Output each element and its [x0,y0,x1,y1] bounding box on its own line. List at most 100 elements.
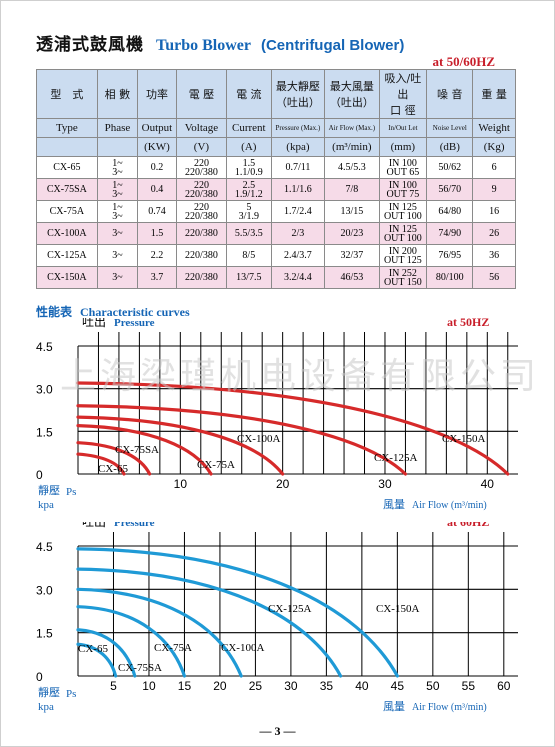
header-cn-9: 重 量 [472,69,516,119]
curve-label: CX-100A [221,642,264,654]
header-en-2: Output [137,118,177,138]
table-row: CX-150A 3~ 3.7 220/380 13/7.5 3.2/4.4 46/53 IN … [36,266,516,289]
curve-cx-125a [76,567,343,678]
x-tick-label: 60 [497,679,511,693]
header-en-4: Current [226,118,272,138]
cell-airflow: 7/8 [324,178,380,201]
header-unit-6: (m³/min) [324,137,380,157]
x-tick-label: 20 [276,477,290,491]
x-tick-label: 25 [249,679,263,693]
header-en-7: In/Out Let [378,118,428,138]
x-tick-label: 10 [174,477,188,491]
cell-airflow: 4.5/5.3 [324,156,380,179]
header-cn-3: 電 壓 [175,69,228,119]
curve-label: CX-65 [78,643,108,655]
x-tick-label: 40 [355,679,369,693]
pressure-label-cn: 吐出 [82,318,106,329]
cell-voltage: 220/380 [175,266,228,289]
header-en-9: Weight [472,118,516,138]
curve-cx-75a [76,424,213,476]
cell-current: 5 3/1.9 [226,200,272,223]
curve-label: CX-150A [376,603,419,615]
cell-phase: 3~ [96,222,139,245]
cell-phase: 1~ 3~ [96,156,139,179]
section-title-en: Characteristic curves [80,305,190,319]
cell-type: CX-100A [36,222,98,245]
cell-pressure: 2/3 [270,222,326,245]
y-label-cn: 靜壓 [38,483,60,497]
cell-noise: 64/80 [426,200,474,223]
cell-inout: IN 125 OUT 100 [378,200,428,223]
header-unit-0 [36,137,98,157]
header-en-0: Type [36,118,98,138]
y-tick-label: 1.5 [36,627,53,641]
curve-label: CX-65 [98,463,128,475]
cell-weight: 6 [472,156,516,179]
cell-current: 2.5 1.9/1.2 [226,178,272,201]
cell-inout: IN 100 OUT 75 [378,178,428,201]
y-tick-label: 3.0 [36,583,53,597]
cell-pressure: 1.7/2.4 [270,200,326,223]
header-unit-9: (Kg) [472,137,516,157]
table-row: CX-100A 3~ 1.5 220/380 5.5/3.5 2/3 20/23 IN 125… [36,222,516,245]
x-label-cn: 風量 [383,700,405,713]
spec-table: 型 式相 數功率電 壓電 流最大靜壓 （吐出） 最大風量 （吐出） 吸入/吐出口 徑噪 … [36,69,516,289]
table-row: CX-75SA 1~ 3~ 0.4 220 220/380 2.5 1.9/1.2 1.1/1.… [36,178,516,201]
cell-airflow: 13/15 [324,200,380,223]
pressure-label-cn: 吐出 [82,522,106,529]
y-tick-label: 0 [36,468,43,482]
cell-noise: 50/62 [426,156,474,179]
y-label-cn: 靜壓 [38,685,60,699]
cell-pressure: 1.1/1.6 [270,178,326,201]
x-label-cn: 風量 [383,498,405,511]
x-tick-label: 50 [426,679,440,693]
cell-type: CX-150A [36,266,98,289]
header-cn-6: 最大風量 （吐出） [324,69,380,119]
cell-noise: 80/100 [426,266,474,289]
cell-output: 0.2 [137,156,177,179]
cell-type: CX-125A [36,244,98,267]
header-cn-4: 電 流 [226,69,272,119]
curve-label: CX-150A [442,433,485,445]
x-tick-label: 45 [391,679,405,693]
table-row: CX-65 1~ 3~ 0.2 220 220/380 1.5 1.1/0.9 0.7/11 4.… [36,156,516,179]
curve-cx-75sa [76,628,137,678]
table-row: CX-75A 1~ 3~ 0.74 220 220/380 5 3/1.9 1.7/2.4 13/… [36,200,516,223]
header-unit-1 [96,137,139,157]
header-en-1: Phase [96,118,139,138]
cell-type: CX-75A [36,200,98,223]
header-cn-5: 最大靜壓 （吐出） [270,69,326,119]
title-cn: 透浦式鼓風機 [36,35,144,55]
x-tick-label: 30 [284,679,298,693]
x-tick-label: 5 [110,679,117,693]
curve-label: CX-75A [197,459,235,471]
curve-cx-125a [76,404,408,476]
cell-airflow: 46/53 [324,266,380,289]
cell-pressure: 0.7/11 [270,156,326,179]
cell-weight: 36 [472,244,516,267]
x-tick-label: 30 [378,477,392,491]
cell-noise: 74/90 [426,222,474,245]
curve-cx-150a [76,381,510,476]
cell-phase: 1~ 3~ [96,200,139,223]
cell-output: 2.2 [137,244,177,267]
page-header: 透浦式鼓風機 Turbo Blower (Centrifugal Blower) [36,30,404,55]
header-unit-7: (mm) [378,137,428,157]
header-unit-2: (KW) [137,137,177,157]
curve-label: CX-125A [374,452,417,464]
cell-weight: 9 [472,178,516,201]
cell-inout: IN 252 OUT 150 [378,266,428,289]
curve-cx-100a [76,587,243,678]
curve-cx-100a [76,415,285,476]
curve-label: CX-100A [237,433,280,445]
header-unit-5: (kpa) [270,137,326,157]
curve-cx-75a [76,605,187,678]
header-unit-8: (dB) [426,137,474,157]
cell-weight: 16 [472,200,516,223]
cell-voltage: 220 220/380 [175,200,228,223]
table-row: CX-125A 3~ 2.2 220/380 8/5 2.4/3.7 32/37 IN 200… [36,244,516,267]
cell-weight: 56 [472,266,516,289]
curve-cx-75sa [76,441,152,476]
x-label-en: Air Flow (m³/min) [412,702,487,713]
y-label-unit: kpa [38,499,54,511]
